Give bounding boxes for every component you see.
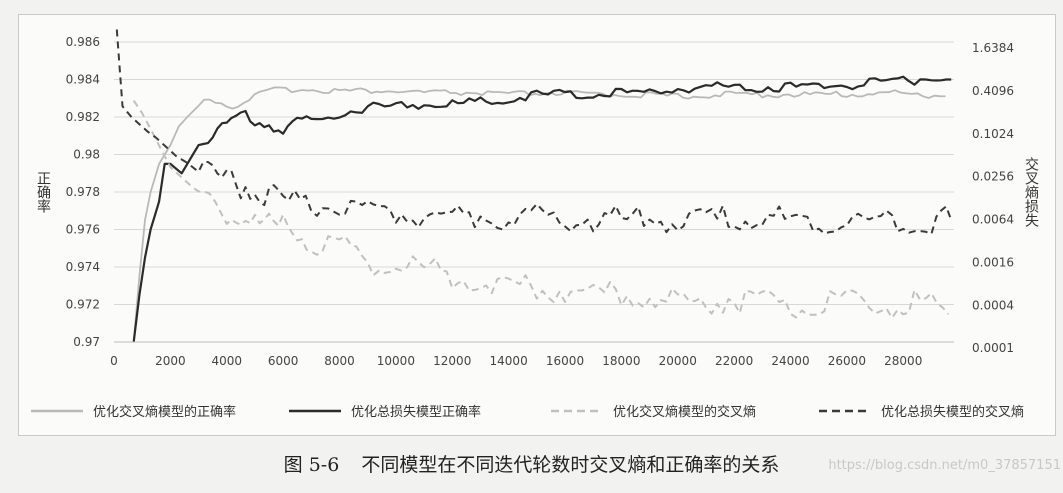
- x-tick-label-5: 10000: [377, 354, 415, 368]
- x-tick-label-10: 20000: [659, 354, 697, 368]
- legend-label-0: 优化交叉熵模型的正确率: [93, 404, 236, 420]
- x-tick-label-1: 2000: [155, 354, 186, 368]
- chart-frame: 0.986 0.984 0.982 0.98 0.978 0.976 0.974 0.972 0…: [18, 14, 1056, 436]
- legend-label-2: 优化交叉熵模型的交叉熵: [613, 404, 756, 420]
- x-tick-label-13: 26000: [828, 354, 866, 368]
- y-tick-label-7: 0.972: [66, 298, 100, 312]
- x-tick-label-2: 4000: [211, 354, 242, 368]
- x-tick-label-9: 18000: [602, 354, 640, 368]
- series-line-1: [132, 75, 952, 343]
- y2-tick-label-4: 0.0064: [972, 213, 1014, 227]
- x-tick-label-6: 12000: [433, 354, 471, 368]
- y-tick-label-4: 0.978: [66, 185, 100, 199]
- y-tick-label-3: 0.98: [73, 148, 100, 162]
- y2-axis-title: 交叉熵损失: [1023, 156, 1039, 227]
- y2-tick-label-5: 0.0016: [972, 255, 1014, 269]
- legend-label-1: 优化总损失模型正确率: [351, 404, 481, 420]
- series-line-0: [132, 86, 946, 343]
- x-tick-label-14: 28000: [884, 354, 922, 368]
- figure-caption-text: 不同模型在不同迭代轮数时交叉熵和正确率的关系: [361, 454, 780, 476]
- x-tick-label-11: 22000: [715, 354, 753, 368]
- y-tick-label-0: 0.986: [66, 35, 100, 49]
- y2-tick-label-3: 0.0256: [972, 170, 1014, 184]
- y-tick-label-2: 0.982: [66, 110, 100, 124]
- y2-tick-label-1: 0.4096: [972, 84, 1014, 98]
- x-tick-label-12: 24000: [771, 354, 809, 368]
- watermark: https://blog.csdn.net/m0_37857151: [828, 458, 1061, 473]
- x-tick-label-8: 16000: [546, 354, 584, 368]
- figure-number: 图 5-6: [283, 454, 340, 476]
- y-tick-label-1: 0.984: [66, 73, 100, 87]
- x-tick-label-3: 6000: [268, 354, 299, 368]
- x-tick-label-7: 14000: [490, 354, 528, 368]
- y2-tick-label-7: 0.0001: [972, 341, 1014, 355]
- x-tick-label-0: 0: [110, 354, 118, 368]
- chart-svg: 0.9860.9840.9820.980.9780.9760.9740.9720…: [31, 29, 1039, 420]
- y-tick-label-6: 0.974: [66, 260, 100, 274]
- x-tick-label-4: 8000: [324, 354, 355, 368]
- y-tick-label-5: 0.976: [66, 223, 100, 237]
- y2-tick-label-2: 0.1024: [972, 127, 1014, 141]
- legend-label-3: 优化总损失模型的交叉熵: [881, 404, 1024, 420]
- figure-caption: 图 5-6 不同模型在不同迭代轮数时交叉熵和正确率的关系: [0, 450, 1063, 477]
- y-axis-title: 正确率: [35, 171, 51, 213]
- y2-tick-label-0: 1.6384: [972, 41, 1014, 55]
- series-line-3: [115, 29, 953, 235]
- y-tick-label-8: 0.97: [73, 335, 100, 349]
- y2-tick-label-6: 0.0004: [972, 298, 1014, 312]
- series-line-2: [132, 100, 950, 319]
